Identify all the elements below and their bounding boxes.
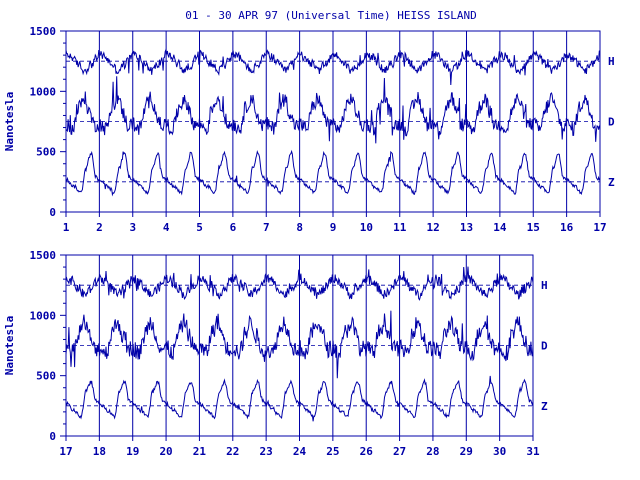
- chart-panel-bottom: 17 18 19 20 21 22 23 24 25 26 27 28 29 30 31 0 500 1000 15…: [3, 249, 548, 458]
- x-tick-label: 28: [426, 445, 439, 458]
- x-tick-label: 31: [526, 445, 540, 458]
- chart-title: 01 - 30 APR 97 (Universal Time) HEISS IS…: [185, 9, 476, 22]
- x-tick-label: 30: [493, 445, 506, 458]
- x-tick-label: 21: [193, 445, 207, 458]
- x-tick-label: 16: [560, 221, 574, 234]
- x-tick-label: 2: [96, 221, 103, 234]
- y-axis-label: Nanotesla: [3, 92, 16, 152]
- series-label-d: D: [541, 340, 548, 353]
- x-tick-label: 27: [393, 445, 406, 458]
- x-tick-label: 19: [126, 445, 139, 458]
- x-tick-label: 17: [593, 221, 606, 234]
- x-tick-label: 5: [196, 221, 203, 234]
- x-tick-label: 10: [360, 221, 373, 234]
- x-tick-label: 18: [93, 445, 106, 458]
- x-tick-label: 23: [260, 445, 273, 458]
- x-tick-label: 24: [293, 445, 307, 458]
- trace-z: [65, 375, 534, 422]
- series-label-z: Z: [541, 400, 548, 413]
- y-tick-label: 1000: [30, 85, 57, 98]
- series-label-d: D: [608, 116, 615, 129]
- trace-h: [65, 266, 534, 301]
- y-tick-label: 1000: [30, 309, 57, 322]
- x-tick-label: 12: [427, 221, 440, 234]
- x-tick-label: 22: [226, 445, 239, 458]
- x-tick-label: 1: [63, 221, 70, 234]
- chart-panel-top: 1 2 3 4 5 6 7 8 9 10 11 12 13 14 15 16 17050010001500Nan…: [3, 25, 615, 234]
- series-label-h: H: [608, 55, 615, 68]
- x-tick-label: 26: [360, 445, 374, 458]
- x-tick-label: 20: [159, 445, 172, 458]
- x-tick-label: 3: [129, 221, 136, 234]
- y-tick-label: 1500: [30, 25, 57, 38]
- y-tick-label: 1500: [30, 249, 57, 262]
- x-tick-label: 15: [527, 221, 540, 234]
- x-tick-label: 8: [296, 221, 303, 234]
- x-tick-label: 4: [163, 221, 170, 234]
- trace-d: [65, 310, 534, 379]
- y-axis-label: Nanotesla: [3, 316, 16, 376]
- trace-h: [65, 48, 601, 86]
- y-tick-label: 500: [36, 370, 56, 383]
- x-tick-label: 25: [326, 445, 339, 458]
- series-label-h: H: [541, 279, 548, 292]
- trace-d: [65, 76, 601, 144]
- x-tick-label: 17: [59, 445, 72, 458]
- y-tick-label: 500: [36, 146, 56, 159]
- series-label-z: Z: [608, 176, 615, 189]
- x-tick-label: 9: [330, 221, 337, 234]
- x-tick-label: 7: [263, 221, 270, 234]
- x-tick-label: 29: [460, 445, 473, 458]
- x-tick-label: 11: [393, 221, 407, 234]
- trace-z: [65, 149, 601, 197]
- x-tick-label: 6: [230, 221, 237, 234]
- x-tick-label: 14: [493, 221, 507, 234]
- x-tick-label: 13: [460, 221, 473, 234]
- y-tick-label: 0: [49, 206, 56, 219]
- y-tick-label: 0: [49, 430, 56, 443]
